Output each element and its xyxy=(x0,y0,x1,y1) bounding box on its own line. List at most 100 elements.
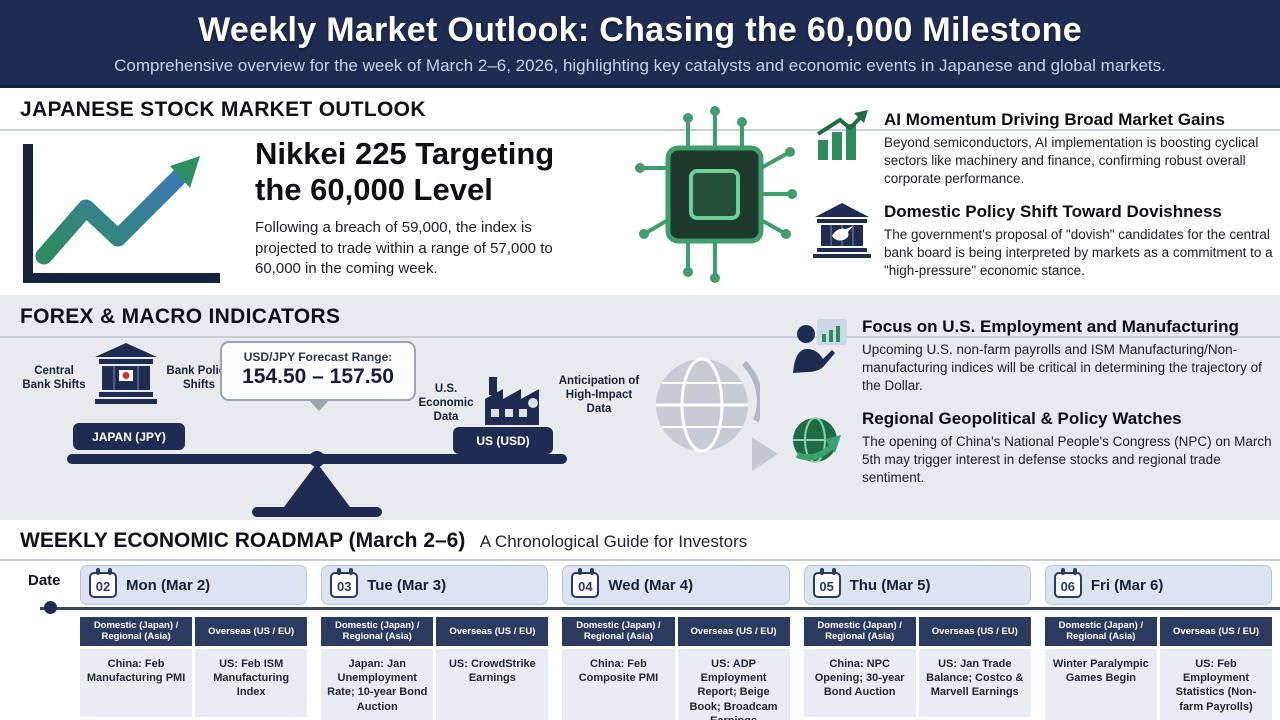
day-label: Thu (Mar 5) xyxy=(849,576,931,594)
cell-domestic: China: Feb Manufacturing PMI xyxy=(80,648,193,717)
calendar-icon: 05 xyxy=(812,568,841,598)
day-header: 04 Wed (Mar 4) xyxy=(562,565,790,605)
cell-overseas: US: Feb Employment Statistics (Non-farm … xyxy=(1159,648,1273,720)
insight-title: Regional Geopolitical & Policy Watches xyxy=(862,409,1182,429)
day-label: Fri (Mar 6) xyxy=(1090,576,1164,594)
forex-insights: Focus on U.S. Employment and Manufacturi… xyxy=(790,317,1272,502)
cell-domestic: China: NPC Opening; 30-year Bond Auction xyxy=(803,648,916,717)
label-central-bank-shifts: Central Bank Shifts xyxy=(22,365,86,391)
cell-domestic: Winter Paralympic Games Begin xyxy=(1044,648,1157,720)
nikkei-callout: Nikkei 225 Targeting the 60,000 Level Fol… xyxy=(255,136,625,279)
cell-overseas: US: Feb ISM Manufacturing Index xyxy=(195,648,308,717)
roadmap-heading-row: WEEKLY ECONOMIC ROADMAP (March 2–6) A Ch… xyxy=(0,520,1280,561)
col-header-domestic: Domestic (Japan) / Regional (Asia) xyxy=(80,617,193,646)
insight-body: Upcoming U.S. non-farm payrolls and ISM … xyxy=(862,342,1262,393)
scale-fulcrum xyxy=(284,463,350,507)
col-header-overseas: Overseas (US / EU) xyxy=(677,617,790,646)
scale-base xyxy=(252,507,382,517)
section-weekly-roadmap: WEEKLY ECONOMIC ROADMAP (March 2–6) A Ch… xyxy=(0,520,1280,720)
balance-scale-graphic: Central Bank Shifts Bank Policy Shifts U… xyxy=(15,337,645,517)
col-header-domestic: Domestic (Japan) / Regional (Asia) xyxy=(321,617,434,646)
col-header-overseas: Overseas (US / EU) xyxy=(1159,617,1273,646)
calendar-icon: 03 xyxy=(330,568,359,598)
insight-geopolitics: Regional Geopolitical & Policy Watches T… xyxy=(790,409,1272,486)
label-bank-policy-shifts: Bank Policy Shifts xyxy=(166,365,232,391)
col-header-domestic: Domestic (Japan) / Regional (Asia) xyxy=(803,617,916,646)
header: Weekly Market Outlook: Chasing the 60,00… xyxy=(0,0,1280,88)
column-headers: Domestic (Japan) / Regional (Asia) Overs… xyxy=(803,617,1031,646)
stock-chart-icon xyxy=(12,140,224,293)
roadmap-subtitle: A Chronological Guide for Investors xyxy=(479,532,748,551)
col-header-domestic: Domestic (Japan) / Regional (Asia) xyxy=(562,617,675,646)
column-headers: Domestic (Japan) / Regional (Asia) Overs… xyxy=(1044,617,1273,646)
cell-domestic: China: Feb Composite PMI xyxy=(562,648,675,720)
scale-pan-us: US (USD) xyxy=(453,427,553,454)
japan-bank-icon xyxy=(93,343,159,410)
calendar-icon: 04 xyxy=(571,568,600,598)
roadmap-days: 02 Mon (Mar 2) Domestic (Japan) / Region… xyxy=(80,565,1273,720)
section-forex-macro: FOREX & MACRO INDICATORS Central Bank Sh… xyxy=(0,295,1280,520)
day-header: 05 Thu (Mar 5) xyxy=(803,565,1031,605)
insight-text: Regional Geopolitical & Policy Watches T… xyxy=(862,409,1272,486)
day-header: 02 Mon (Mar 2) xyxy=(80,565,308,605)
day-column-wed: 04 Wed (Mar 4) Domestic (Japan) / Region… xyxy=(562,565,790,720)
scale-pan-japan: JAPAN (JPY) xyxy=(73,423,185,450)
day-header: 03 Tue (Mar 3) xyxy=(321,565,549,605)
day-label: Mon (Mar 2) xyxy=(126,576,211,594)
day-column-mon: 02 Mon (Mar 2) Domestic (Japan) / Region… xyxy=(80,565,308,720)
factory-icon xyxy=(481,373,543,432)
table-row: Japan: Jan Unemployment Rate; 10-year Bo… xyxy=(321,648,549,720)
table-row: Winter Paralympic Games Begin US: Feb Em… xyxy=(1044,648,1273,720)
label-us-economic-data: U.S. Economic Data xyxy=(418,383,474,423)
calendar-icon: 02 xyxy=(89,568,117,598)
insight-text: Focus on U.S. Employment and Manufacturi… xyxy=(862,317,1272,394)
table-row: China: Feb Composite PMI US: ADP Employm… xyxy=(562,648,790,720)
calendar-icon: 06 xyxy=(1053,568,1082,598)
ai-chip-icon xyxy=(628,106,800,291)
cell-overseas: US: ADP Employment Report; Beige Book; B… xyxy=(677,648,790,720)
col-header-overseas: Overseas (US / EU) xyxy=(436,617,549,646)
insight-title: Domestic Policy Shift Toward Dovishness xyxy=(884,202,1222,222)
insight-text: Domestic Policy Shift Toward Dovishness … xyxy=(884,202,1274,279)
stock-insights: AI Momentum Driving Broad Market Gains B… xyxy=(812,110,1274,295)
flow-arrow-icon xyxy=(752,437,778,471)
day-label: Wed (Mar 4) xyxy=(608,576,694,594)
stock-section-heading-row: JAPANESE STOCK MARKET OUTLOOK xyxy=(0,88,1280,131)
timeline-dot xyxy=(44,601,57,614)
forex-section-heading-row: FOREX & MACRO INDICATORS xyxy=(0,295,1280,338)
day-label: Tue (Mar 3) xyxy=(367,576,447,594)
cell-overseas: US: Jan Trade Balance; Costco & Marvell … xyxy=(918,648,1031,717)
day-column-tue: 03 Tue (Mar 3) Domestic (Japan) / Region… xyxy=(321,565,549,720)
forex-section-title: FOREX & MACRO INDICATORS xyxy=(20,305,341,328)
insight-us-employment: Focus on U.S. Employment and Manufacturi… xyxy=(790,317,1272,394)
timeline-line xyxy=(40,607,1280,610)
date-label: Date xyxy=(28,572,61,589)
label-high-impact-data: Anticipation of High-Impact Data xyxy=(558,375,640,415)
col-header-overseas: Overseas (US / EU) xyxy=(195,617,308,646)
insight-body: Beyond semiconductors, AI implementation… xyxy=(884,135,1259,186)
callout-value: 154.50 – 157.50 xyxy=(242,365,394,388)
cell-overseas: US: CrowdStrike Earnings xyxy=(436,648,549,720)
page-subtitle: Comprehensive overview for the week of M… xyxy=(114,56,1166,75)
roadmap-title: WEEKLY ECONOMIC ROADMAP (March 2–6) xyxy=(20,529,466,552)
analyst-chart-icon xyxy=(790,317,850,394)
usdjpy-forecast-callout: USD/JPY Forecast Range: 154.50 – 157.50 xyxy=(220,341,416,411)
globe-growth-icon xyxy=(790,409,850,486)
col-header-domestic: Domestic (Japan) / Regional (Asia) xyxy=(1044,617,1157,646)
column-headers: Domestic (Japan) / Regional (Asia) Overs… xyxy=(321,617,549,646)
bank-dove-icon xyxy=(812,202,872,279)
insight-ai-momentum: AI Momentum Driving Broad Market Gains B… xyxy=(812,110,1274,187)
table-row: China: Feb Manufacturing PMI US: Feb ISM… xyxy=(80,648,308,717)
section-japanese-stock-outlook: JAPANESE STOCK MARKET OUTLOOK Nikkei 225… xyxy=(0,88,1280,295)
column-headers: Domestic (Japan) / Regional (Asia) Overs… xyxy=(80,617,308,646)
nikkei-body: Following a breach of 59,000, the index … xyxy=(255,219,553,277)
bar-chart-growth-icon xyxy=(812,110,872,187)
stock-section-title: JAPANESE STOCK MARKET OUTLOOK xyxy=(20,98,426,121)
callout-title: USD/JPY Forecast Range: xyxy=(243,350,393,364)
insight-body: The opening of China's National People's… xyxy=(862,434,1272,486)
day-column-thu: 05 Thu (Mar 5) Domestic (Japan) / Region… xyxy=(803,565,1031,720)
insight-title: Focus on U.S. Employment and Manufacturi… xyxy=(862,317,1239,336)
insight-body: The government's proposal of "dovish" ca… xyxy=(884,227,1273,279)
globe-icon xyxy=(648,347,763,467)
column-headers: Domestic (Japan) / Regional (Asia) Overs… xyxy=(562,617,790,646)
